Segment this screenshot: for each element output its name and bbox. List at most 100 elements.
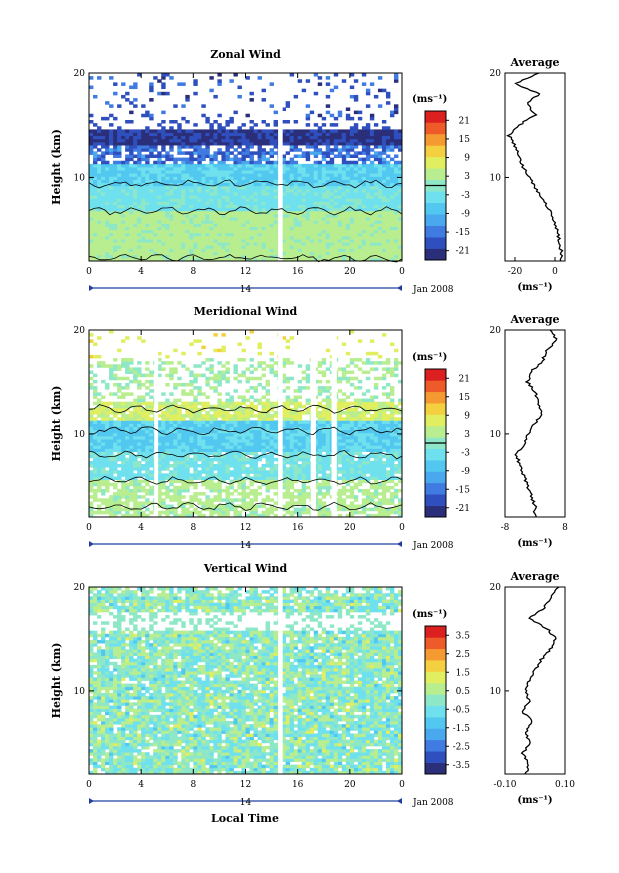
heatmap-cell [165, 129, 170, 133]
heatmap-cell [221, 470, 226, 474]
heatmap-cell [149, 429, 154, 434]
heatmap-cell [197, 448, 202, 452]
heatmap-cell [229, 135, 234, 140]
heatmap-cell [169, 120, 174, 124]
heatmap-cell [197, 254, 202, 259]
heatmap-cell [249, 195, 254, 199]
heatmap-cell [329, 254, 335, 259]
heatmap-cell [173, 448, 178, 452]
heatmap-cell [117, 239, 122, 243]
heatmap-cell [93, 239, 98, 243]
heatmap-cell [209, 132, 214, 137]
heatmap-cell [309, 245, 315, 249]
heatmap-cell [245, 113, 250, 118]
heatmap-cell [145, 239, 150, 243]
heatmap-cell [269, 232, 274, 237]
heatmap-cell [133, 507, 138, 512]
heatmap-cell [313, 163, 319, 168]
date-label: Jan 2008 [412, 285, 454, 295]
heatmap-cell [377, 204, 383, 209]
heatmap-cell [189, 379, 194, 384]
heatmap-cell [233, 507, 238, 512]
heatmap-cell [201, 141, 206, 146]
heatmap-cell [197, 245, 202, 249]
heatmap-cell [157, 351, 162, 356]
heatmap-cell [189, 160, 194, 165]
heatmap-cell [341, 138, 347, 143]
heatmap-cell [181, 485, 186, 490]
heatmap-cell [169, 445, 174, 449]
heatmap-cell [341, 239, 347, 243]
heatmap-cell [333, 182, 339, 187]
heatmap-cell [205, 467, 210, 471]
heatmap-cell [369, 223, 375, 227]
heatmap-cell [393, 73, 399, 77]
heatmap-cell [361, 204, 367, 209]
heatmap-cell [97, 354, 102, 359]
heatmap-cell [137, 129, 142, 133]
heatmap-cell [229, 204, 234, 209]
heatmap-cell [373, 138, 379, 143]
heatmap-cell [205, 495, 210, 499]
heatmap-cell [325, 226, 331, 231]
heatmap-cell [397, 248, 403, 252]
heatmap-cell [225, 417, 230, 421]
heatmap-cell [209, 445, 214, 449]
heatmap-cell [145, 248, 150, 252]
heatmap-cell [197, 145, 202, 149]
heatmap-cell [89, 179, 94, 184]
heatmap-cell [369, 242, 375, 246]
heatmap-cell [281, 226, 287, 231]
heatmap-cell [225, 470, 230, 474]
heatmap-cell [101, 411, 106, 415]
heatmap-cell [389, 176, 395, 180]
heatmap-cell [89, 217, 94, 221]
heatmap-cell [241, 348, 246, 353]
heatmap-cell [369, 214, 375, 218]
heatmap-cell [341, 220, 347, 224]
heatmap-cell [301, 242, 307, 246]
heatmap-cell [393, 223, 399, 227]
heatmap-cell [253, 217, 258, 221]
heatmap-cell [153, 245, 158, 249]
heatmap-cell [185, 192, 190, 196]
heatmap-cell [385, 179, 391, 184]
heatmap-cell [173, 141, 178, 146]
heatmap-cell [253, 507, 258, 512]
heatmap-cell [113, 173, 118, 177]
heatmap-cell [193, 242, 198, 246]
heatmap-cell [185, 473, 190, 477]
heatmap-cell [309, 229, 315, 234]
heatmap-cell [201, 454, 206, 459]
heatmap-cell [113, 373, 118, 378]
heatmap-cell [169, 510, 174, 515]
heatmap-cell [113, 364, 118, 368]
heatmap-cell [181, 198, 186, 202]
heatmap-cell [237, 442, 242, 446]
heatmap-cell [225, 173, 230, 177]
heatmap-cell [285, 151, 291, 155]
heatmap-cell [245, 76, 250, 80]
heatmap-cell [149, 432, 154, 437]
heatmap-cell [249, 470, 254, 474]
heatmap-cell [145, 148, 150, 152]
heatmap-cell [333, 235, 339, 240]
heatmap-cell [213, 504, 218, 509]
heatmap-cell [157, 132, 162, 137]
heatmap-cell [281, 141, 287, 146]
heatmap-cell [121, 94, 126, 99]
heatmap-cell [177, 214, 182, 218]
heatmap-cell [249, 126, 254, 130]
heatmap-cell [249, 132, 254, 137]
heatmap-cell [177, 435, 182, 440]
heatmap-cell [325, 154, 331, 158]
heatmap-cell [365, 104, 371, 108]
x-tick-label: 12 [240, 267, 251, 277]
heatmap-cell [205, 507, 210, 512]
heatmap-cell [261, 257, 266, 262]
heatmap-cell [157, 479, 162, 484]
heatmap-cell [249, 376, 254, 381]
heatmap-cell [157, 160, 162, 165]
heatmap-cell [329, 223, 335, 227]
heatmap-cell [181, 257, 186, 262]
